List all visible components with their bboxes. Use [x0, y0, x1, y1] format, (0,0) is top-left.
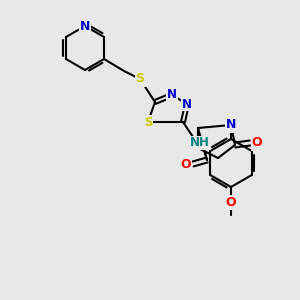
Text: O: O — [252, 136, 262, 149]
Text: N: N — [167, 88, 177, 101]
Text: N: N — [226, 118, 236, 131]
Text: NH: NH — [190, 136, 210, 149]
Text: N: N — [80, 20, 90, 32]
Text: N: N — [182, 98, 192, 110]
Text: O: O — [226, 196, 236, 208]
Text: S: S — [136, 73, 145, 85]
Text: S: S — [144, 116, 152, 128]
Text: O: O — [181, 158, 191, 170]
